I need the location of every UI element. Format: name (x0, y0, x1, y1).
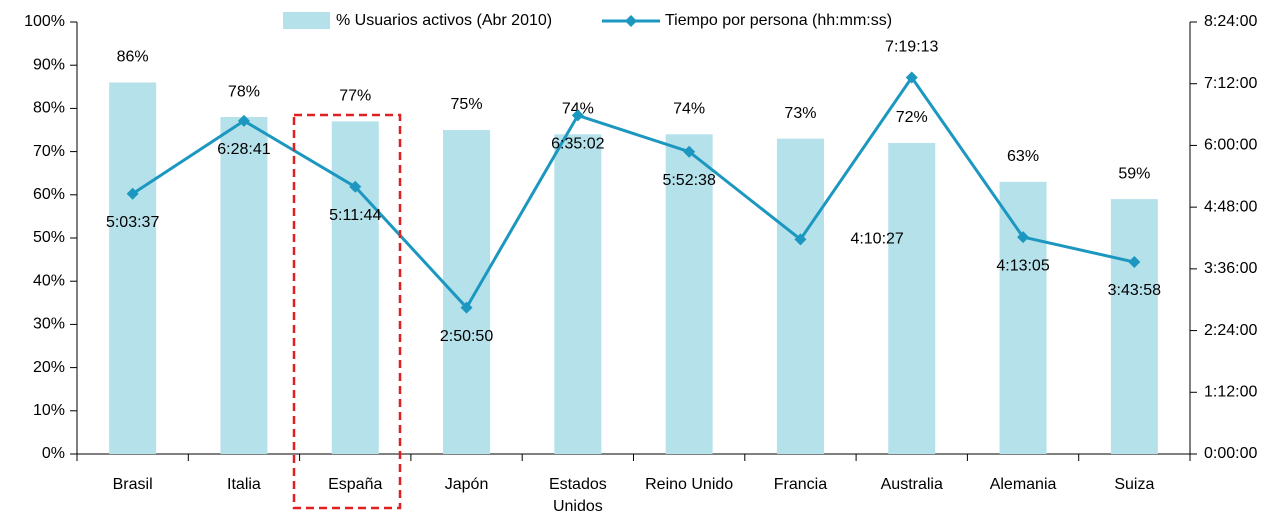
y-tick-label: 10% (33, 402, 65, 419)
legend-marker (625, 15, 637, 27)
line-marker (905, 71, 918, 84)
y2-tick-label: 1:12:00 (1204, 384, 1257, 401)
line-marker (794, 233, 807, 246)
x-tick-label: Italia (227, 476, 261, 493)
bar (888, 142, 936, 454)
line-marker (571, 109, 584, 122)
line-label: 5:11:44 (329, 207, 381, 224)
line-marker (1128, 256, 1141, 269)
bar (443, 130, 491, 454)
line-marker (460, 301, 473, 314)
legend-label: % Usuarios activos (Abr 2010) (336, 12, 552, 29)
line-label: 4:10:27 (850, 231, 903, 248)
y-tick-label: 40% (33, 272, 65, 289)
y-tick-label: 20% (33, 359, 65, 376)
bar (665, 134, 713, 454)
line-marker (237, 114, 250, 127)
line-marker (349, 180, 362, 193)
x-tick-label: Estados Unidos (548, 476, 607, 515)
line-marker (683, 145, 696, 158)
bar (331, 121, 379, 455)
bar (554, 134, 602, 454)
bar-label: 74% (562, 101, 594, 118)
line-label: 6:35:02 (551, 136, 604, 153)
line-label: 7:19:13 (885, 39, 938, 56)
bar-label: 86% (117, 49, 149, 66)
bar-label: 72% (896, 109, 928, 126)
bar-label: 63% (1007, 148, 1039, 165)
bar-label: 75% (451, 96, 483, 113)
y-tick-label: 100% (24, 13, 65, 30)
bar (109, 82, 157, 454)
bar (1110, 199, 1158, 454)
line-label: 4:13:05 (996, 257, 1049, 274)
legend-label: Tiempo por persona (hh:mm:ss) (665, 12, 892, 29)
x-tick-label: Francia (773, 476, 828, 493)
x-tick-label: Reino Unido (645, 476, 734, 493)
y2-tick-label: 8:24:00 (1204, 13, 1257, 30)
legend-swatch (283, 12, 330, 29)
line-label: 5:03:37 (106, 214, 159, 231)
line (131, 74, 1135, 311)
bar-label: 78% (228, 83, 260, 100)
bar (999, 181, 1047, 454)
y2-tick-label: 2:24:00 (1204, 322, 1257, 339)
y2-tick-label: 3:36:00 (1204, 260, 1257, 277)
bar-label: 74% (673, 101, 705, 118)
y-tick-label: 50% (33, 229, 65, 246)
bar (220, 117, 268, 454)
line-marker (1017, 231, 1030, 244)
bar (776, 138, 824, 454)
y-tick-label: 80% (33, 100, 65, 117)
y-tick-label: 60% (33, 186, 65, 203)
bar-label: 77% (339, 88, 371, 105)
y2-tick-label: 0:00:00 (1204, 445, 1257, 462)
x-tick-label: España (328, 476, 383, 493)
line-marker (126, 187, 139, 200)
y2-tick-label: 4:48:00 (1204, 198, 1257, 215)
bar-label: 59% (1118, 165, 1150, 182)
line-label: 5:52:38 (662, 172, 715, 189)
line-label: 3:43:58 (1108, 282, 1161, 299)
y2-tick-label: 6:00:00 (1204, 137, 1257, 154)
y-tick-label: 0% (42, 445, 65, 462)
x-tick-label: Brasil (112, 476, 153, 493)
bar-label: 73% (784, 105, 816, 122)
y-tick-label: 90% (33, 56, 65, 73)
y2-tick-label: 7:12:00 (1204, 75, 1257, 92)
y-tick-label: 30% (33, 316, 65, 333)
x-tick-label: Australia (880, 476, 943, 493)
x-tick-label: Japón (444, 476, 489, 493)
y-tick-label: 70% (33, 143, 65, 160)
x-tick-label: Suiza (1114, 476, 1155, 493)
line-label: 6:28:41 (217, 141, 270, 158)
x-tick-label: Alemania (989, 476, 1057, 493)
highlight-box (292, 113, 402, 510)
line-label: 2:50:50 (440, 328, 493, 345)
